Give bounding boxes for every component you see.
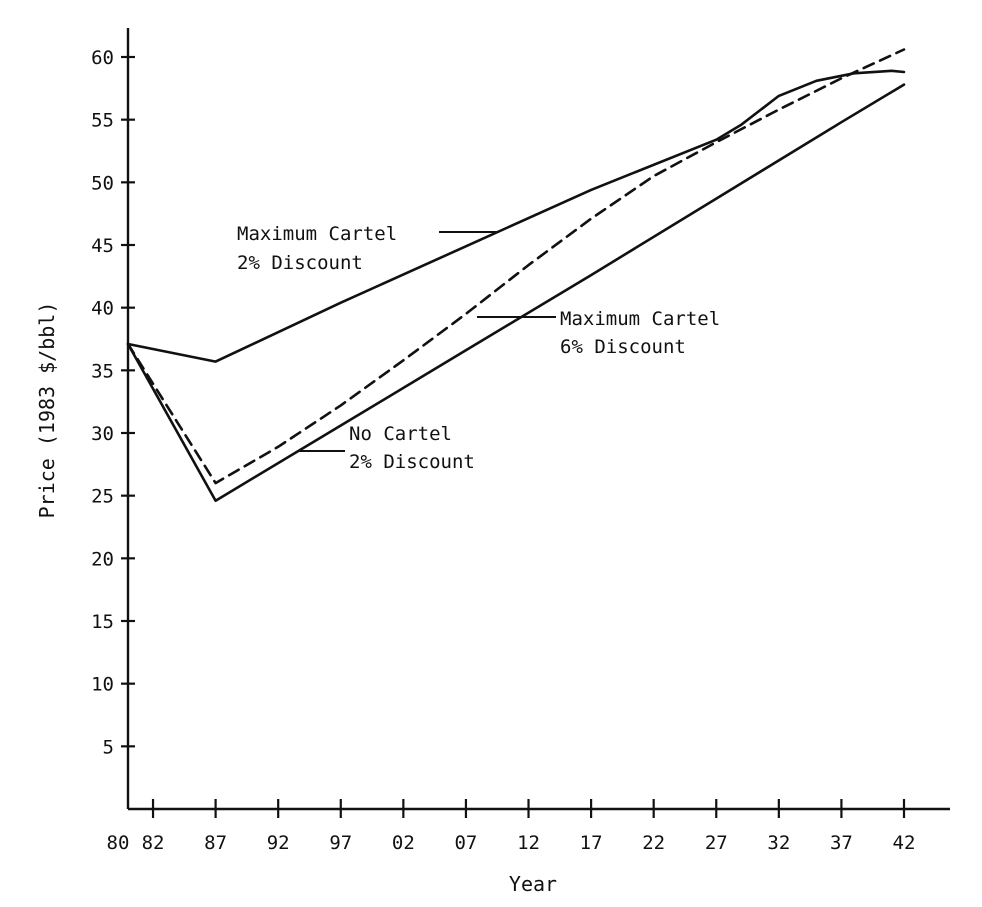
x-tick-label-37: 37 [830, 832, 853, 854]
annotation-max-cartel-6pct: Maximum Cartel 6% Discount [477, 308, 720, 358]
series-line-2 [126, 48, 906, 485]
y-tick-label-15: 15 [91, 611, 114, 633]
x-axis-title: Year [509, 872, 557, 896]
y-axis-title: Price (1983 $/bbl) [35, 302, 59, 519]
annotation-no-cartel-2pct-line1: No Cartel [349, 423, 452, 445]
x-tick-label-82: 82 [142, 832, 165, 854]
y-tick-label-45: 45 [91, 235, 114, 257]
y-tick-label-35: 35 [91, 360, 114, 382]
x-tick-label-27: 27 [705, 832, 728, 854]
annotation-no-cartel-2pct: No Cartel 2% Discount [298, 423, 475, 473]
y-tick-label-20: 20 [91, 548, 114, 570]
axes [126, 28, 950, 811]
x-tick-label-97: 97 [329, 832, 352, 854]
y-tick-label-50: 50 [91, 172, 114, 194]
x-tick-label-92: 92 [267, 832, 290, 854]
x-tick-label-07: 07 [454, 832, 477, 854]
y-tick-label-30: 30 [91, 423, 114, 445]
x-tick-label-87: 87 [204, 832, 227, 854]
x-tick-label-22: 22 [642, 832, 665, 854]
x-tick-label-17: 17 [580, 832, 603, 854]
y-tick-label-60: 60 [91, 47, 114, 69]
y-tick-label-40: 40 [91, 298, 114, 320]
annotation-max-cartel-2pct: Maximum Cartel 2% Discount [237, 223, 499, 274]
x-tick-label-02: 02 [392, 832, 415, 854]
x-tick-label-42: 42 [893, 832, 916, 854]
y-tick-label-10: 10 [91, 674, 114, 696]
annotation-max-cartel-6pct-line1: Maximum Cartel [560, 308, 720, 330]
y-tick-label-5: 5 [103, 736, 114, 758]
series-line-1 [126, 69, 906, 363]
annotation-max-cartel-6pct-line2: 6% Discount [560, 336, 686, 358]
annotation-max-cartel-2pct-line2: 2% Discount [237, 252, 363, 274]
series-lines [126, 48, 906, 503]
y-ticks: 5 10 15 20 25 30 35 40 45 50 55 60 [91, 47, 135, 758]
annotation-no-cartel-2pct-line2: 2% Discount [349, 451, 475, 473]
y-tick-label-55: 55 [91, 110, 114, 132]
x-tick-label-80: 80 [107, 832, 130, 854]
series-line-3 [126, 83, 906, 503]
x-tick-label-12: 12 [517, 832, 540, 854]
annotation-max-cartel-2pct-line1: Maximum Cartel [237, 223, 397, 245]
x-ticks: 80 82 87 92 97 02 07 12 17 22 27 32 37 42 [107, 799, 916, 854]
x-tick-label-32: 32 [767, 832, 790, 854]
y-tick-label-25: 25 [91, 486, 114, 508]
